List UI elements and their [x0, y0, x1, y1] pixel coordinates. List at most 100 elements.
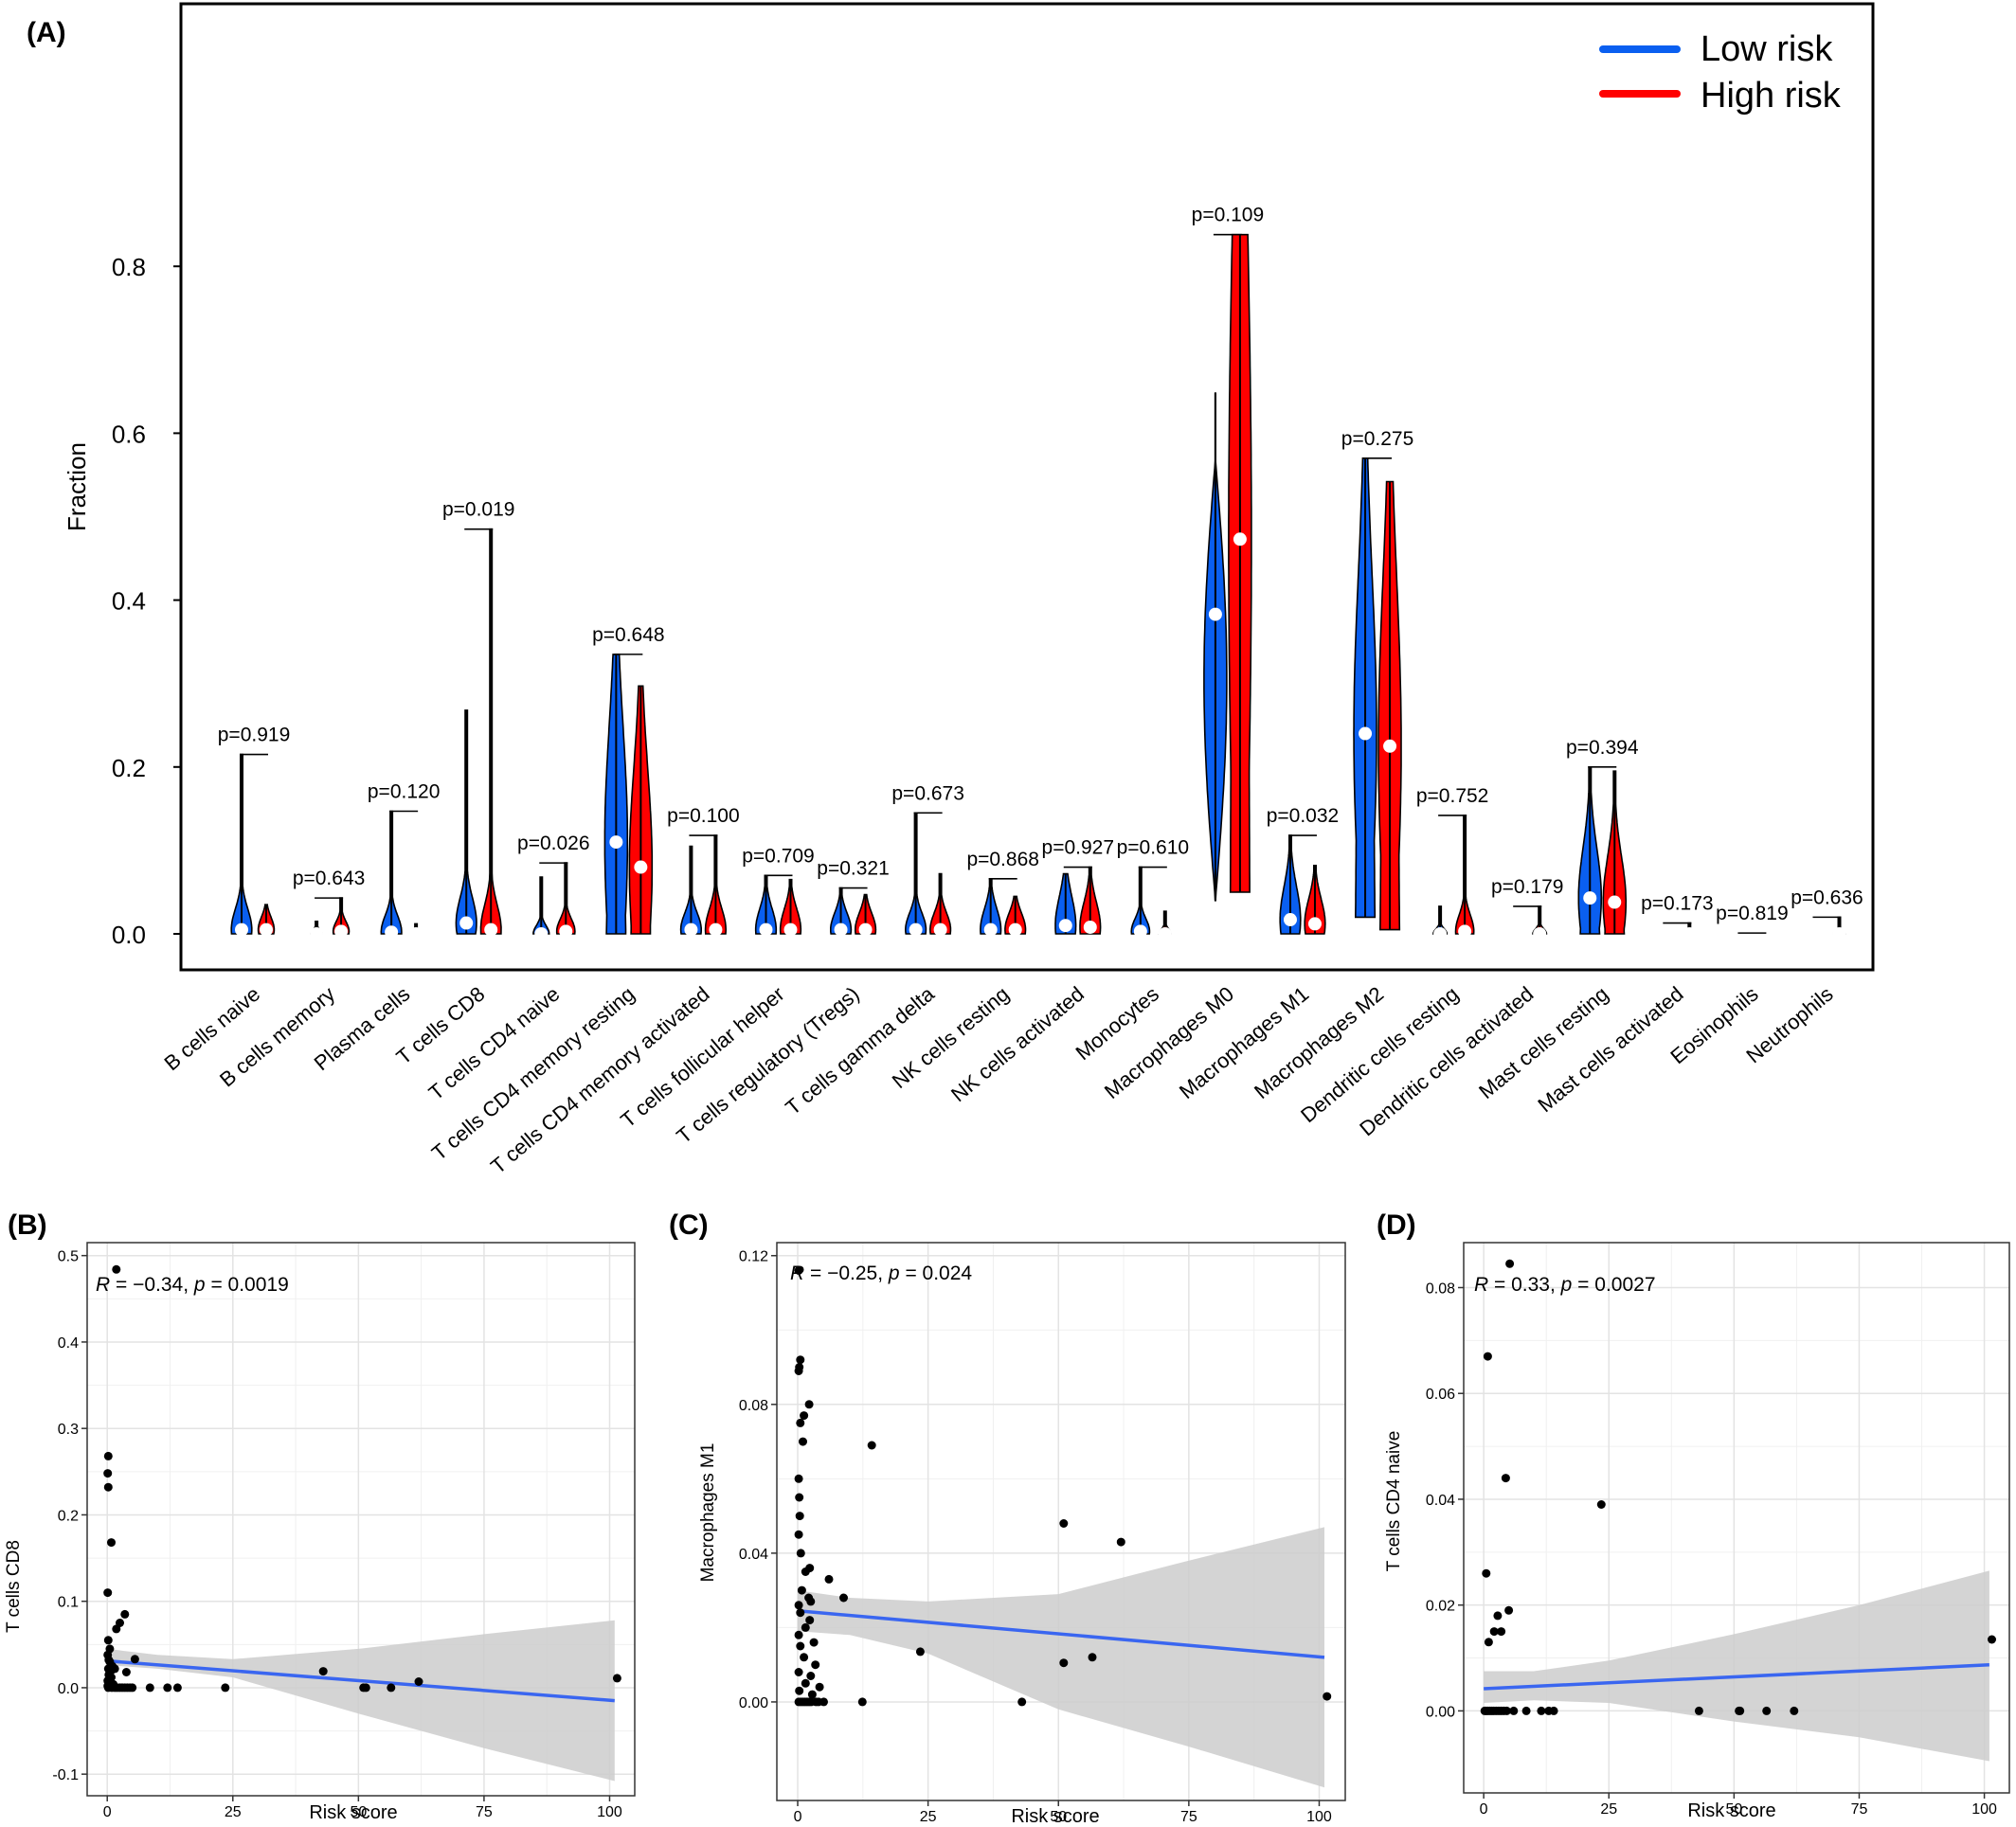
- panel-d: (D) 0 25 50 75 100 0.00 0.02 0.04 0.06 0.08 T cel…: [1377, 1209, 2010, 1821]
- violin-median: [534, 927, 549, 940]
- p-value-label: p=0.321: [817, 858, 890, 880]
- scatter-point: [1088, 1653, 1097, 1662]
- scatter-point: [811, 1660, 820, 1670]
- scatter-point: [794, 1668, 803, 1676]
- panel-d-x-axis-label: Risk score: [1687, 1800, 1775, 1821]
- violin-median: [1083, 920, 1097, 934]
- panel-a-y-ticks: 0.0 0.2 0.4 0.6 0.8: [112, 253, 181, 949]
- scatter-point: [794, 1530, 803, 1539]
- confidence-band: [798, 1527, 1324, 1788]
- violin-median: [858, 922, 873, 937]
- p-value-label: p=0.275: [1341, 428, 1414, 450]
- scatter-point: [795, 1363, 804, 1371]
- violin-median: [1433, 927, 1448, 940]
- scatter-point: [806, 1597, 816, 1606]
- x-tick-label: 25: [225, 1804, 242, 1820]
- panel-b: (B) 0 25 50 75 100 -0.1 0.0 0.1 0.2 0.3 0.4 0.5 T c…: [4, 1209, 636, 1823]
- violin-median: [1208, 607, 1222, 621]
- violin-median: [1683, 927, 1697, 940]
- scatter-point: [1493, 1611, 1503, 1621]
- y-tick-label: 0.12: [739, 1249, 768, 1265]
- scatter-point: [819, 1697, 828, 1707]
- p-value-label: p=0.868: [966, 849, 1039, 870]
- p-value-label: p=0.673: [891, 782, 964, 804]
- scatter-point: [794, 1601, 803, 1610]
- violin-median: [1133, 924, 1147, 939]
- violin-median: [1233, 532, 1247, 546]
- scatter-point: [806, 1672, 816, 1680]
- p-value-label: p=0.643: [293, 868, 366, 889]
- scatter-point: [867, 1441, 876, 1450]
- panel-b-stats: R = −0.34, p = 0.0019: [96, 1274, 289, 1296]
- y-tick-label: 0.08: [1426, 1281, 1455, 1297]
- scatter-point: [809, 1638, 819, 1647]
- panel-c-label: (C): [669, 1209, 709, 1241]
- scatter-point: [163, 1683, 172, 1693]
- plot-frame: [776, 1242, 1346, 1801]
- panel-b-plot: 0 25 50 75 100 -0.1 0.0 0.1 0.2 0.3 0.4 0.5: [52, 1242, 636, 1820]
- violin-median: [609, 835, 623, 850]
- scatter-point: [318, 1667, 328, 1676]
- scatter-point: [839, 1593, 848, 1603]
- scatter-point: [805, 1616, 815, 1625]
- regression-line: [797, 1608, 1325, 1659]
- x-tick-label: 0: [794, 1809, 802, 1825]
- x-tick-label: Macrophages M0: [1100, 982, 1238, 1103]
- scatter-point: [221, 1683, 230, 1693]
- p-value-label: p=0.026: [517, 833, 590, 854]
- scatter-point: [1694, 1706, 1703, 1715]
- violin-median: [1658, 927, 1672, 940]
- scatter-point: [172, 1683, 182, 1693]
- scatter-point: [915, 1647, 925, 1657]
- x-tick-label: 25: [920, 1809, 937, 1825]
- scatter-point: [804, 1400, 814, 1409]
- scatter-point: [1323, 1692, 1332, 1701]
- x-tick-label: Mast cells resting: [1474, 982, 1612, 1103]
- scatter-point: [103, 1451, 113, 1460]
- scatter-point: [103, 1469, 113, 1478]
- violin-median: [1008, 922, 1022, 937]
- scatter-point: [1497, 1627, 1506, 1637]
- scatter-point: [1502, 1706, 1511, 1715]
- p-value-label: p=0.919: [218, 725, 291, 746]
- panel-a-label: (A): [27, 17, 66, 48]
- panel-c-stats: R = −0.25, p = 0.024: [790, 1263, 972, 1284]
- scatter-point: [800, 1411, 809, 1421]
- violin-median: [684, 922, 698, 937]
- p-value-label: p=0.394: [1566, 737, 1639, 759]
- p-value-label: p=0.927: [1042, 837, 1115, 859]
- violin-median: [1283, 913, 1297, 927]
- p-value-label: p=0.120: [368, 780, 441, 802]
- scatter-point: [1482, 1568, 1491, 1578]
- x-tick-label: 75: [476, 1804, 493, 1820]
- x-tick-label: 100: [597, 1804, 622, 1820]
- scatter-point: [796, 1418, 805, 1427]
- scatter-point: [801, 1622, 810, 1632]
- scatter-point: [145, 1683, 154, 1693]
- panel-c-x-axis-label: Risk score: [1011, 1806, 1099, 1827]
- scatter-point: [110, 1664, 119, 1674]
- p-value-label: p=0.636: [1791, 887, 1863, 908]
- p-value-label: p=0.173: [1641, 893, 1714, 915]
- violin-median: [260, 922, 273, 937]
- regression-line: [107, 1658, 615, 1703]
- violin-median: [1307, 917, 1322, 931]
- violin-median: [1508, 927, 1522, 940]
- violin-median: [559, 924, 573, 939]
- panel-c-y-axis-label: Macrophages M1: [698, 1443, 718, 1583]
- panel-a-violins: [230, 233, 1846, 940]
- p-value-label: p=0.709: [742, 845, 815, 867]
- scatter-point: [1549, 1706, 1558, 1715]
- violin-median: [1733, 927, 1747, 940]
- scatter-point: [387, 1683, 396, 1693]
- violin-median: [334, 924, 349, 939]
- scatter-point: [796, 1355, 805, 1365]
- legend-low-risk-label: Low risk: [1701, 29, 1833, 69]
- violin-median: [933, 922, 947, 937]
- scatter-point: [120, 1609, 130, 1619]
- scatter-point: [612, 1674, 621, 1683]
- violin-median: [1808, 927, 1822, 940]
- scatter-point: [807, 1690, 817, 1699]
- p-value-label: p=0.019: [442, 499, 515, 521]
